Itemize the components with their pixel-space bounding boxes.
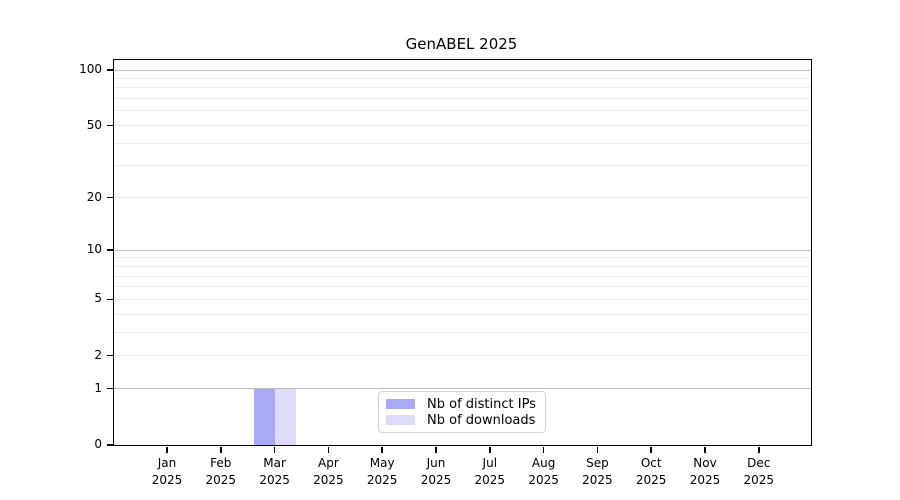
x-axis-tick-label: Sep 2025 (567, 455, 627, 489)
x-tick-month: Dec (747, 456, 771, 470)
x-tick-year: 2025 (366, 473, 398, 487)
x-tick-month: Sep (586, 456, 609, 470)
x-tick-year: 2025 (528, 473, 559, 487)
x-axis-tick (542, 447, 545, 453)
y-axis-tick (107, 354, 113, 357)
x-tick-year: 2025 (689, 473, 721, 487)
x-tick-year: 2025 (582, 473, 613, 487)
legend: Nb of distinct IPs Nb of downloads (378, 391, 546, 433)
x-axis-tick-label: Oct 2025 (621, 455, 681, 489)
chart-title: GenABEL 2025 (405, 35, 518, 53)
x-axis-tick (220, 447, 222, 453)
x-tick-month: Nov (693, 456, 717, 470)
y-axis-tick-label: 2 (94, 347, 102, 362)
minor-gridline (114, 87, 811, 89)
legend-label-distinct-ips: Nb of distinct IPs (427, 396, 536, 412)
y-axis-tick (107, 69, 113, 71)
y-axis-tick-label: 10 (86, 242, 102, 257)
y-axis-tick (107, 196, 113, 199)
x-axis-tick (650, 447, 652, 453)
x-tick-year: 2025 (474, 473, 506, 487)
y-axis-tick-label: 5 (94, 291, 102, 306)
x-axis-tick-label: Aug 2025 (514, 455, 574, 489)
minor-gridline (114, 313, 811, 315)
x-tick-month: May (369, 456, 395, 470)
minor-gridline (114, 142, 811, 144)
x-tick-month: Mar (263, 456, 286, 470)
y-axis-tick-label: 1 (94, 380, 102, 395)
x-tick-month: Jun (426, 456, 446, 470)
minor-gridline (114, 257, 811, 259)
minor-gridline (114, 125, 811, 127)
x-axis-tick-label: Jun 2025 (406, 455, 466, 489)
x-axis-tick-label: Jul 2025 (460, 455, 520, 489)
x-tick-year: 2025 (743, 473, 775, 487)
y-axis-tick (107, 249, 113, 251)
legend-swatch-distinct-ips (386, 399, 415, 409)
minor-gridline (114, 197, 811, 199)
x-axis-tick-label: Dec 2025 (729, 455, 789, 489)
x-axis-tick (381, 447, 383, 453)
minor-gridline (114, 165, 811, 167)
x-tick-month: Feb (210, 456, 232, 470)
x-axis-tick (273, 447, 276, 453)
x-axis-tick-label: Feb 2025 (191, 455, 251, 489)
x-axis-tick (166, 447, 168, 453)
x-tick-year: 2025 (313, 473, 344, 487)
major-gridline (114, 249, 811, 251)
y-axis-tick-label: 0 (94, 437, 102, 451)
x-tick-month: Jul (482, 456, 498, 470)
x-axis-tick (435, 447, 437, 453)
x-tick-year: 2025 (635, 473, 667, 487)
plot-area: Nb of distinct IPs Nb of downloads 0 1 2 5 1… (79, 59, 812, 487)
minor-gridline (114, 275, 811, 277)
legend-item-downloads: Nb of downloads (386, 412, 537, 428)
x-tick-year: 2025 (259, 473, 290, 487)
minor-gridline (114, 265, 811, 267)
y-axis-tick (107, 387, 113, 390)
x-axis-tick (596, 447, 599, 453)
major-gridline (114, 69, 811, 71)
x-axis-tick-label: Nov 2025 (675, 455, 735, 489)
x-axis-tick-label: Apr 2025 (298, 455, 358, 489)
legend-swatch-downloads (386, 415, 415, 425)
x-axis-tick (489, 447, 491, 453)
x-axis-tick (758, 447, 760, 453)
minor-gridline (114, 77, 811, 79)
bar-downloads (274, 388, 296, 445)
minor-gridline (114, 286, 811, 288)
x-tick-year: 2025 (205, 473, 237, 487)
x-axis-tick-label: Jan 2025 (137, 455, 197, 489)
minor-gridline (114, 355, 811, 357)
y-axis-tick (107, 444, 113, 446)
legend-item-distinct-ips: Nb of distinct IPs (386, 396, 537, 412)
legend-label-downloads: Nb of downloads (427, 412, 536, 428)
x-tick-year: 2025 (151, 473, 183, 487)
x-tick-month: Jan (157, 456, 177, 470)
bar-distinct-ips (253, 388, 275, 445)
y-axis-tick-label: 20 (86, 189, 102, 204)
minor-gridline (114, 110, 811, 112)
x-axis-tick (327, 447, 330, 453)
minor-gridline (114, 298, 811, 300)
major-gridline (114, 388, 811, 390)
minor-gridline (114, 98, 811, 100)
x-axis-tick-label: Mar 2025 (245, 455, 305, 489)
x-tick-month: Apr (318, 456, 339, 470)
minor-gridline (114, 331, 811, 333)
x-tick-month: Aug (531, 456, 556, 470)
x-tick-month: Oct (640, 456, 662, 470)
x-tick-year: 2025 (420, 473, 452, 487)
y-axis-tick-label: 100 (79, 62, 102, 76)
y-axis-tick (107, 298, 113, 301)
y-axis-tick (107, 124, 113, 127)
y-axis-tick-label: 50 (86, 117, 102, 132)
x-axis-tick (704, 447, 706, 453)
x-axis-tick-label: May 2025 (352, 455, 412, 489)
